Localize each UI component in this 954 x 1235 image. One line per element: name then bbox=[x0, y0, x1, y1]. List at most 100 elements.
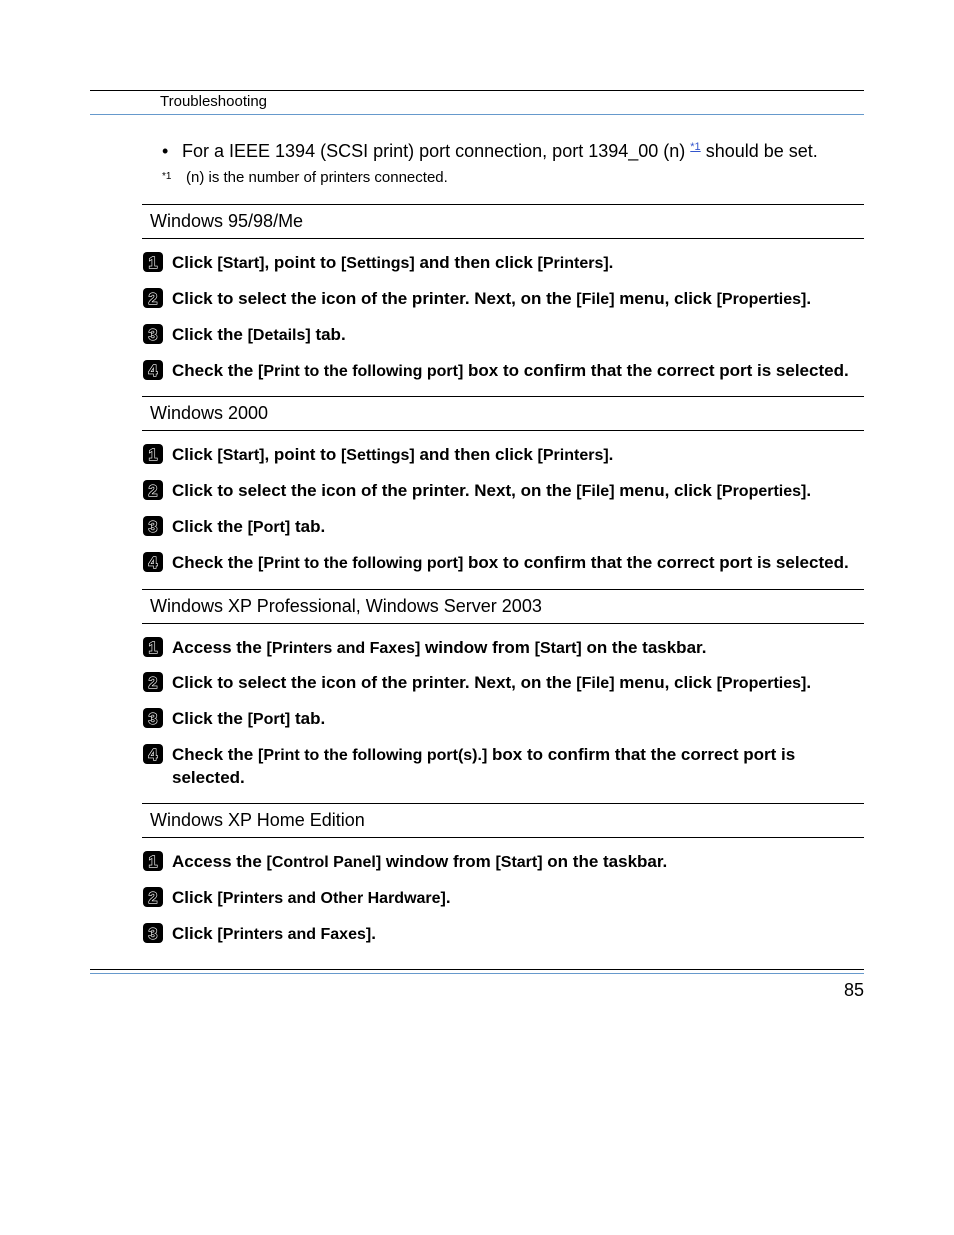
ui-label: [Port] bbox=[248, 711, 291, 728]
ui-label: [Start] bbox=[495, 854, 542, 871]
page: Troubleshooting • For a IEEE 1394 (SCSI … bbox=[0, 0, 954, 1061]
ui-label: [Print to the following port] bbox=[258, 363, 463, 380]
ui-label: [File] bbox=[576, 291, 614, 308]
os-block: Windows 20001Click [Start], point to [Se… bbox=[142, 396, 864, 574]
ui-label: [Printers and Faxes] bbox=[267, 640, 421, 657]
ui-label: [Printers] bbox=[538, 447, 609, 464]
step-text: Click the [Port] tab. bbox=[172, 515, 325, 539]
step-text: Click [Start], point to [Settings] and t… bbox=[172, 251, 613, 275]
step-text-run: . bbox=[806, 289, 811, 308]
step-number-icon: 3 bbox=[142, 323, 166, 345]
footer-rule bbox=[90, 969, 864, 974]
svg-text:4: 4 bbox=[149, 555, 158, 572]
header-rule: Troubleshooting bbox=[90, 90, 864, 115]
svg-text:2: 2 bbox=[149, 291, 158, 308]
svg-text:3: 3 bbox=[149, 519, 158, 536]
step-number-icon: 1 bbox=[142, 850, 166, 872]
step-number-icon: 3 bbox=[142, 515, 166, 537]
intro-prefix: For a IEEE 1394 (SCSI print) port connec… bbox=[182, 141, 690, 161]
step: 1 Access the [Control Panel] window from … bbox=[142, 850, 864, 874]
step-number-icon: 2 bbox=[142, 671, 166, 693]
ui-label: [Properties] bbox=[717, 483, 807, 500]
step-text-run: Click bbox=[172, 253, 217, 272]
step: 3 Click the [Details] tab. bbox=[142, 323, 864, 347]
svg-text:1: 1 bbox=[149, 447, 158, 464]
step-text-run: Click to select the icon of the printer.… bbox=[172, 289, 576, 308]
footnote-marker: *1 bbox=[162, 169, 186, 182]
step-text-run: on the taskbar. bbox=[543, 852, 668, 871]
os-block: Windows XP Home Edition 1 Access the [Cont… bbox=[142, 803, 864, 945]
step-text-run: Click to select the icon of the printer.… bbox=[172, 673, 576, 692]
step: 1Click [Start], point to [Settings] and … bbox=[142, 251, 864, 275]
step-text-run: menu, click bbox=[615, 289, 717, 308]
step-text-run: . bbox=[609, 253, 614, 272]
step-text-run: . bbox=[806, 481, 811, 500]
ui-label: [Control Panel] bbox=[267, 854, 382, 871]
step-number-icon: 4 bbox=[142, 359, 166, 381]
step-text: Click the [Details] tab. bbox=[172, 323, 346, 347]
svg-text:1: 1 bbox=[149, 640, 158, 657]
step-text-run: . bbox=[371, 924, 376, 943]
step-text: Click to select the icon of the printer.… bbox=[172, 671, 811, 695]
step-text-run: . bbox=[609, 445, 614, 464]
step-number-icon: 3 bbox=[142, 707, 166, 729]
step-text-run: tab. bbox=[290, 517, 325, 536]
step-text-run: menu, click bbox=[615, 481, 717, 500]
os-title-rule: Windows 95/98/Me bbox=[142, 204, 864, 239]
intro-suffix: should be set. bbox=[701, 141, 818, 161]
step-number-icon: 3 bbox=[142, 922, 166, 944]
step-text-run: window from bbox=[381, 852, 495, 871]
ui-label: [Printers] bbox=[538, 255, 609, 272]
os-title-rule: Windows 2000 bbox=[142, 396, 864, 431]
ui-label: [Properties] bbox=[717, 675, 807, 692]
intro-bullet: • For a IEEE 1394 (SCSI print) port conn… bbox=[162, 139, 864, 163]
ui-label: [Properties] bbox=[717, 291, 807, 308]
step-text: Click to select the icon of the printer.… bbox=[172, 479, 811, 503]
os-title-rule: Windows XP Home Edition bbox=[142, 803, 864, 838]
step-text-run: . bbox=[446, 888, 451, 907]
step-text-run: Check the bbox=[172, 745, 258, 764]
step: 3 Click the [Port] tab. bbox=[142, 515, 864, 539]
os-title: Windows 2000 bbox=[142, 403, 864, 424]
step-number-icon: 4 bbox=[142, 551, 166, 573]
step-text-run: , point to bbox=[264, 445, 340, 464]
ui-label: [Port] bbox=[248, 519, 291, 536]
step-text-run: and then click bbox=[415, 253, 538, 272]
step: 2 Click to select the icon of the printer… bbox=[142, 671, 864, 695]
svg-text:3: 3 bbox=[149, 327, 158, 344]
step-text-run: Click the bbox=[172, 325, 248, 344]
ui-label: [Start] bbox=[217, 255, 264, 272]
ui-label: [Printers and Other Hardware] bbox=[217, 890, 446, 907]
step-text-run: and then click bbox=[415, 445, 538, 464]
step-text-run: , point to bbox=[264, 253, 340, 272]
step-number-icon: 4 bbox=[142, 743, 166, 765]
step: 3Click [Printers and Faxes]. bbox=[142, 922, 864, 946]
os-title: Windows 95/98/Me bbox=[142, 211, 864, 232]
step-text-run: tab. bbox=[290, 709, 325, 728]
step-text-run: Click the bbox=[172, 709, 248, 728]
svg-text:2: 2 bbox=[149, 890, 158, 907]
step-text-run: Check the bbox=[172, 553, 258, 572]
step-text-run: on the taskbar. bbox=[582, 638, 707, 657]
os-blocks-container: Windows 95/98/Me1Click [Start], point to… bbox=[90, 204, 864, 945]
step-text: Check the [Print to the following port(s… bbox=[172, 743, 864, 789]
svg-text:4: 4 bbox=[149, 747, 158, 764]
ui-label: [Print to the following port(s).] bbox=[258, 747, 487, 764]
step-number-icon: 2 bbox=[142, 479, 166, 501]
step-text: Click the [Port] tab. bbox=[172, 707, 325, 731]
step: 2 Click to select the icon of the printer… bbox=[142, 287, 864, 311]
ui-label: [Details] bbox=[248, 327, 311, 344]
ui-label: [Print to the following port] bbox=[258, 555, 463, 572]
step-number-icon: 1 bbox=[142, 636, 166, 658]
footnote-text: (n) is the number of printers connected. bbox=[186, 169, 448, 186]
step-text-run: window from bbox=[420, 638, 534, 657]
intro-text: For a IEEE 1394 (SCSI print) port connec… bbox=[182, 139, 818, 163]
step: 4 Check the [Print to the following port(… bbox=[142, 743, 864, 789]
step-number-icon: 2 bbox=[142, 287, 166, 309]
svg-text:1: 1 bbox=[149, 854, 158, 871]
step-text: Click to select the icon of the printer.… bbox=[172, 287, 811, 311]
footnote-ref-link[interactable]: *1 bbox=[690, 141, 700, 153]
step-text: Check the [Print to the following port] … bbox=[172, 359, 849, 383]
step-text: Access the [Control Panel] window from [… bbox=[172, 850, 667, 874]
step-text-run: box to confirm that the correct port is … bbox=[463, 361, 848, 380]
